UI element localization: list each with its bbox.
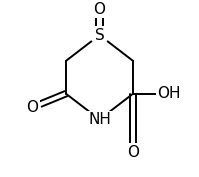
Text: O: O — [127, 145, 139, 160]
Text: O: O — [94, 2, 105, 17]
Text: O: O — [26, 100, 38, 115]
Text: OH: OH — [157, 86, 180, 101]
Text: NH: NH — [88, 112, 111, 127]
Text: S: S — [95, 28, 104, 43]
